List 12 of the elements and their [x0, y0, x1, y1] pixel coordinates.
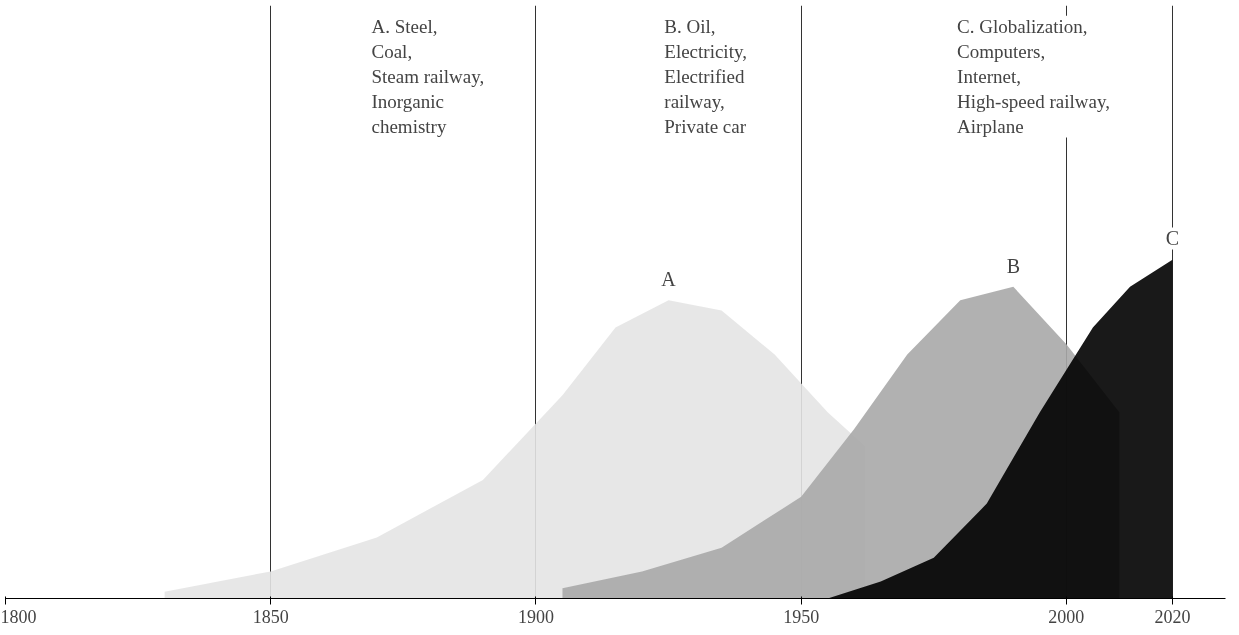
series-label: C: [1165, 227, 1180, 250]
x-tick-label: 1900: [517, 606, 554, 627]
x-tick-label: 2000: [1048, 606, 1085, 627]
series-label: B: [1006, 254, 1020, 277]
x-tick-label: 2020: [1154, 606, 1191, 627]
text: B. Oil, Electricity, Electrified railway, Private car: [664, 15, 747, 138]
text: A. Steel, Coal, Steam railway, Inorganic chemistry: [371, 15, 485, 138]
series-label: A: [661, 268, 677, 291]
x-tick-label: 1850: [252, 606, 289, 627]
x-tick-label: 1800: [0, 606, 37, 627]
x-tick-label: 1950: [783, 606, 820, 627]
text: C. Globalization, Computers, Internet, High-speed railway, Airplane: [957, 15, 1110, 138]
